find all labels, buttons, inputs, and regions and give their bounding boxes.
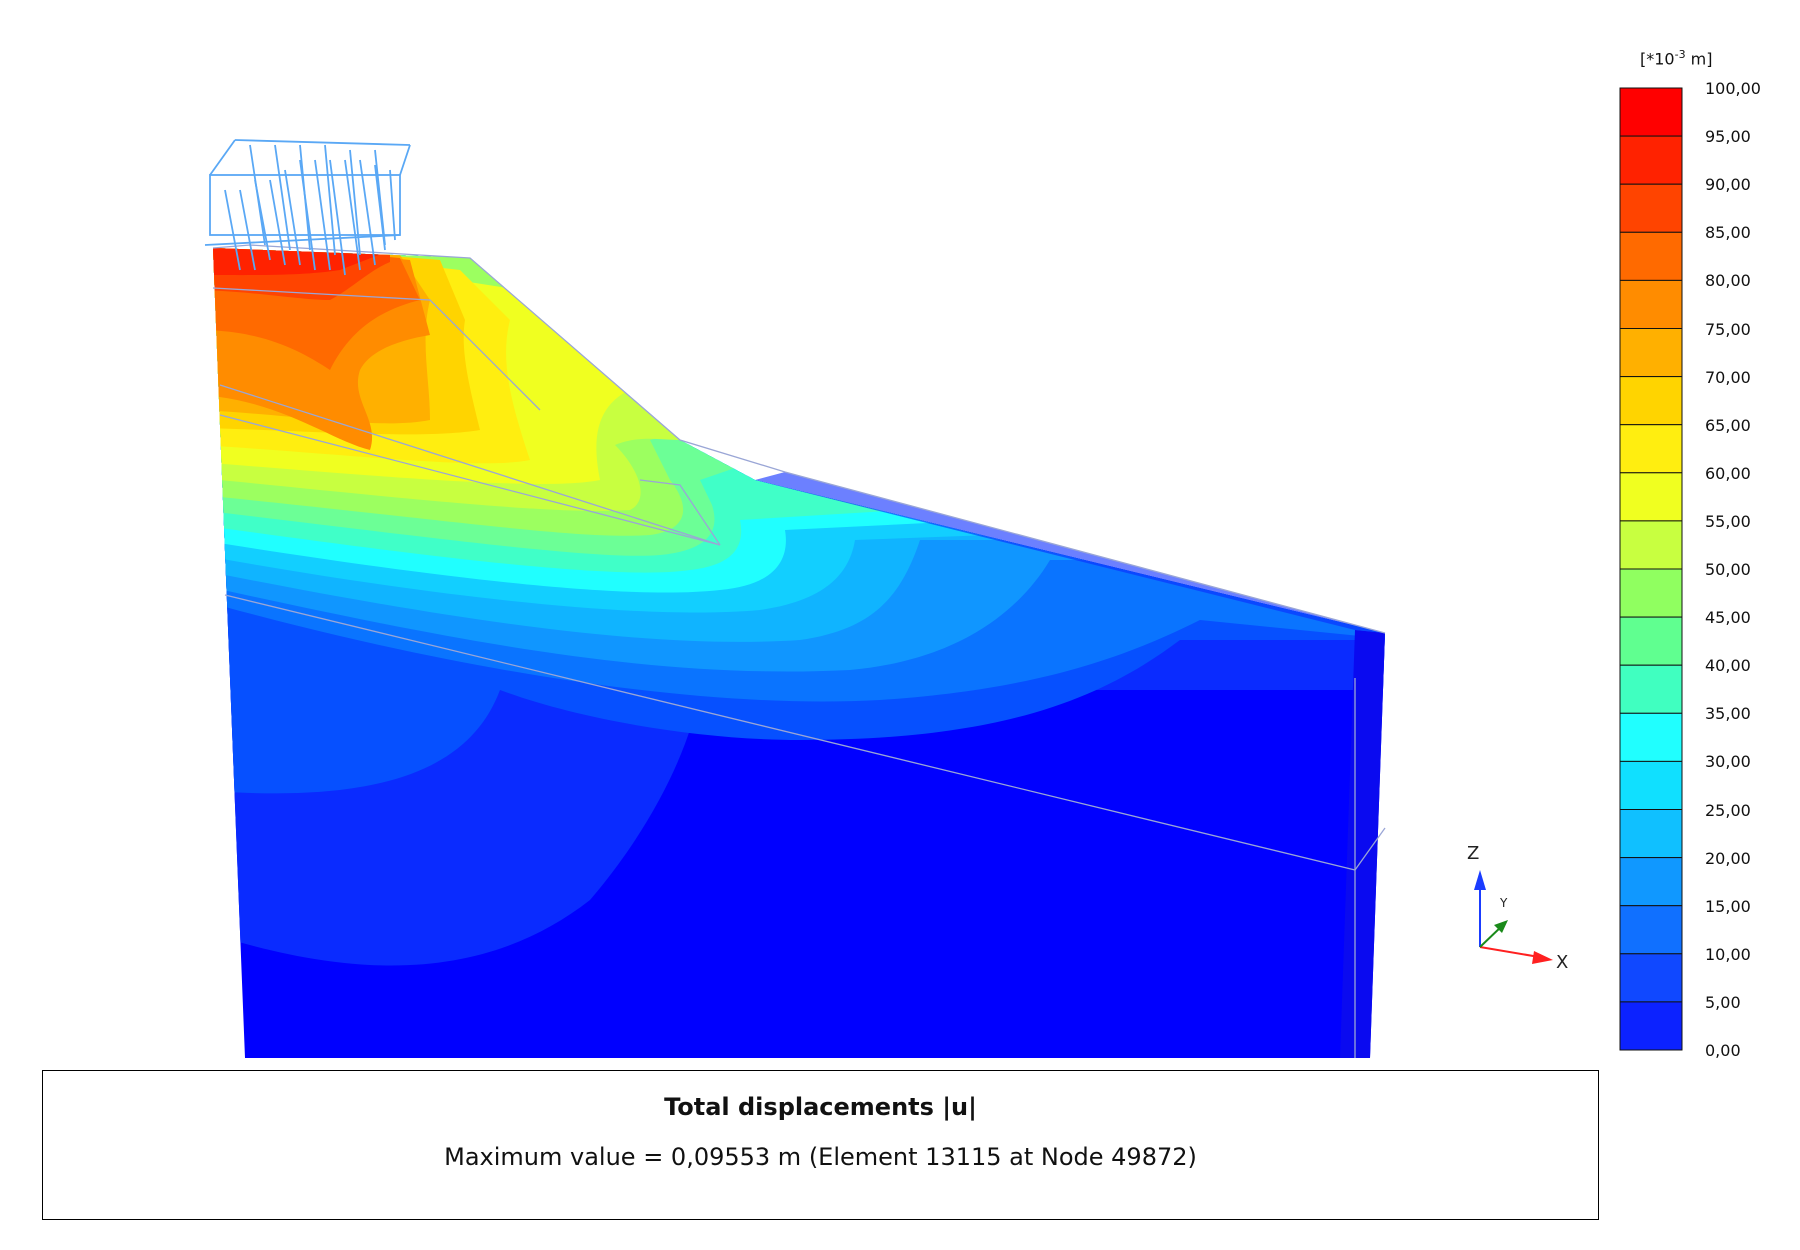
legend-swatch (1619, 87, 1683, 137)
legend-swatch (1619, 279, 1683, 329)
legend-swatch (1619, 712, 1683, 762)
legend-swatch (1619, 376, 1683, 426)
legend-swatch (1619, 520, 1683, 570)
legend-swatch (1619, 231, 1683, 281)
legend-tick-label: 100,00 (1705, 79, 1761, 98)
geometry-lines (212, 244, 1386, 1058)
legend-swatch (1619, 183, 1683, 233)
legend-tick-label: 85,00 (1705, 223, 1751, 243)
legend-tick-label: 40,00 (1705, 656, 1751, 676)
legend-tick-label: 20,00 (1705, 848, 1751, 868)
legend-tick-label: 90,00 (1705, 175, 1751, 195)
legend-swatch (1619, 616, 1683, 666)
legend-swatch (1619, 1001, 1683, 1051)
result-title: Total displacements |u| (664, 1093, 977, 1121)
legend-tick-label: 45,00 (1705, 608, 1751, 628)
legend-tick-label: 70,00 (1705, 367, 1751, 387)
legend-tick-label: 95,00 (1705, 127, 1751, 147)
legend-tick-label: 30,00 (1705, 752, 1751, 772)
footing-load-frame (204, 139, 411, 276)
legend-swatch (1619, 760, 1683, 811)
result-caption-box: Total displacements |u| Maximum value = … (42, 1070, 1599, 1220)
legend-tick-label: 80,00 (1705, 271, 1751, 291)
axis-triad (1474, 870, 1553, 964)
block-side-face (1340, 630, 1385, 1058)
legend-swatch (1619, 328, 1683, 378)
legend-swatch (1619, 135, 1683, 185)
legend-tick-label: 35,00 (1705, 704, 1751, 724)
legend-swatch (1619, 905, 1683, 955)
legend-tick-label: 0,00 (1705, 1041, 1741, 1060)
legend-tick-label: 50,00 (1705, 560, 1751, 579)
legend-tick-label: 5,00 (1705, 992, 1741, 1012)
block-top-edge (755, 472, 1385, 633)
legend-swatch (1619, 472, 1683, 522)
legend-swatch (1619, 953, 1683, 1003)
legend-tick-label: 10,00 (1705, 944, 1751, 964)
legend-tick-label: 25,00 (1705, 800, 1751, 820)
axis-label-y: Y (1500, 896, 1508, 910)
legend-tick-label: 15,00 (1705, 896, 1751, 916)
legend-swatch (1619, 568, 1683, 618)
legend-swatch (1619, 664, 1683, 714)
axis-label-z: Z (1467, 843, 1480, 864)
legend-swatch (1619, 809, 1683, 859)
axis-label-x: X (1556, 952, 1569, 973)
legend-tick-label: 65,00 (1705, 415, 1751, 435)
legend-tick-label: 55,00 (1705, 511, 1751, 531)
soil-body (213, 248, 1385, 1058)
legend-tick-label: 60,00 (1705, 463, 1751, 483)
legend-swatch (1619, 857, 1683, 907)
result-max-value: Maximum value = 0,09553 m (Element 13115… (444, 1143, 1197, 1171)
legend-unit-label: [*10-3 m] (1640, 48, 1713, 69)
legend-tick-label: 75,00 (1705, 319, 1751, 339)
legend-swatch (1619, 424, 1683, 474)
legend-color-bar (1619, 87, 1683, 1051)
